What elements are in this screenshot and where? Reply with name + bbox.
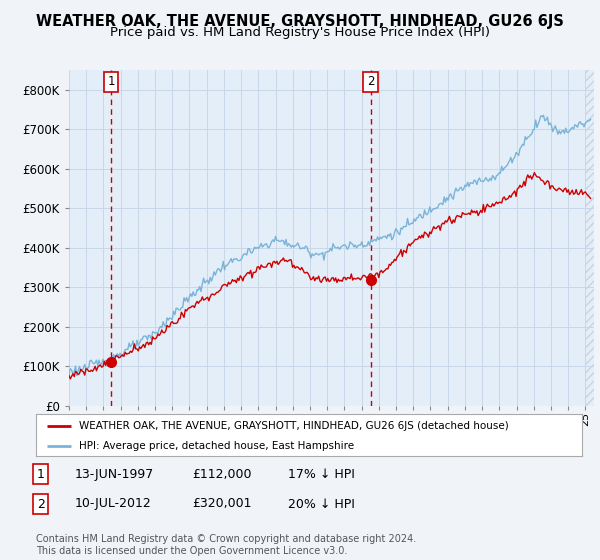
Text: £320,001: £320,001: [192, 497, 251, 511]
Text: 13-JUN-1997: 13-JUN-1997: [75, 468, 154, 481]
Text: 1: 1: [107, 76, 115, 88]
Text: HPI: Average price, detached house, East Hampshire: HPI: Average price, detached house, East…: [79, 441, 354, 451]
Text: 17% ↓ HPI: 17% ↓ HPI: [288, 468, 355, 481]
Text: 20% ↓ HPI: 20% ↓ HPI: [288, 497, 355, 511]
Text: Contains HM Land Registry data © Crown copyright and database right 2024.
This d: Contains HM Land Registry data © Crown c…: [36, 534, 416, 556]
Text: WEATHER OAK, THE AVENUE, GRAYSHOTT, HINDHEAD, GU26 6JS (detached house): WEATHER OAK, THE AVENUE, GRAYSHOTT, HIND…: [79, 421, 508, 431]
Text: Price paid vs. HM Land Registry's House Price Index (HPI): Price paid vs. HM Land Registry's House …: [110, 26, 490, 39]
Text: 2: 2: [367, 76, 374, 88]
Text: £112,000: £112,000: [192, 468, 251, 481]
Text: 10-JUL-2012: 10-JUL-2012: [75, 497, 152, 511]
Text: 2: 2: [37, 497, 45, 511]
Text: WEATHER OAK, THE AVENUE, GRAYSHOTT, HINDHEAD, GU26 6JS: WEATHER OAK, THE AVENUE, GRAYSHOTT, HIND…: [36, 14, 564, 29]
Text: 1: 1: [37, 468, 45, 481]
